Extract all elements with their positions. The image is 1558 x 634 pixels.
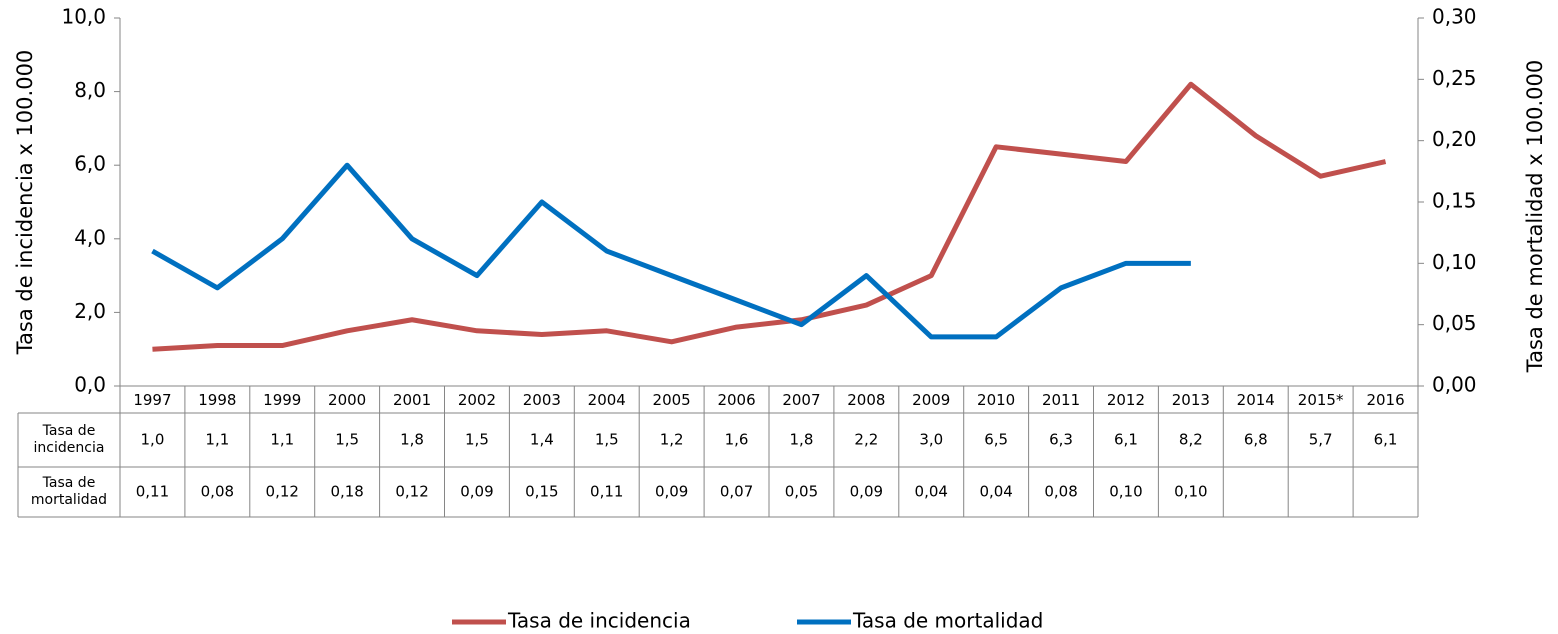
table-value: 0,08 — [1044, 483, 1077, 501]
legend-label: Tasa de incidencia — [507, 609, 691, 633]
table-value: 6,5 — [984, 431, 1008, 449]
table-value: 1,5 — [465, 431, 489, 449]
y-axis-label: Tasa de incidencia x 100.000 — [13, 50, 37, 356]
y2-tick-label: 0,05 — [1432, 311, 1477, 335]
x-tick-label: 2004 — [588, 391, 626, 409]
x-tick-label: 2000 — [328, 391, 366, 409]
y2-tick-label: 0,30 — [1432, 5, 1477, 29]
x-tick-label: 2011 — [1042, 391, 1080, 409]
x-tick-label: 2003 — [523, 391, 561, 409]
table-value: 1,5 — [595, 431, 619, 449]
x-tick-label: 1998 — [198, 391, 236, 409]
x-tick-label: 1997 — [133, 391, 171, 409]
y2-tick-label: 0,10 — [1432, 250, 1477, 274]
row-header-text: Tasa de mortalidad — [30, 475, 108, 508]
table-value: 0,12 — [266, 483, 299, 501]
table-value: 0,18 — [330, 483, 363, 501]
x-tick-label: 1999 — [263, 391, 301, 409]
table-value: 6,1 — [1374, 431, 1398, 449]
x-tick-label: 2008 — [847, 391, 885, 409]
x-tick-label: 2012 — [1107, 391, 1145, 409]
y-tick-label: 8,0 — [74, 78, 106, 102]
table-value: 6,8 — [1244, 431, 1268, 449]
table-value: 0,09 — [460, 483, 493, 501]
series-line — [152, 81, 1387, 352]
y2-tick-label: 0,15 — [1432, 189, 1477, 213]
x-tick-label: 2002 — [458, 391, 496, 409]
table-value: 5,7 — [1309, 431, 1333, 449]
table-value: 0,08 — [201, 483, 234, 501]
table-value: 1,0 — [141, 431, 165, 449]
series-line — [151, 162, 1191, 340]
table-value: 0,09 — [655, 483, 688, 501]
x-tick-label: 2015* — [1298, 391, 1344, 409]
x-tick-label: 2007 — [782, 391, 820, 409]
table-value: 1,8 — [400, 431, 424, 449]
table-value: 6,1 — [1114, 431, 1138, 449]
row-header: Tasa de mortalidad — [30, 475, 108, 508]
table-value: 1,1 — [205, 431, 229, 449]
y-tick-label: 0,0 — [74, 373, 106, 397]
table-value: 0,04 — [915, 483, 948, 501]
table-value: 8,2 — [1179, 431, 1203, 449]
y2-axis-label: Tasa de mortalidad x 100.000 — [1523, 60, 1547, 374]
table-value: 1,8 — [790, 431, 814, 449]
x-tick-label: 2014 — [1237, 391, 1275, 409]
y-tick-label: 4,0 — [74, 225, 106, 249]
table-value: 1,2 — [660, 431, 684, 449]
x-tick-label: 2001 — [393, 391, 431, 409]
x-tick-label: 2009 — [912, 391, 950, 409]
table-value: 1,4 — [530, 431, 554, 449]
y2-tick-label: 0,20 — [1432, 127, 1477, 151]
x-tick-label: 2006 — [717, 391, 755, 409]
table-value: 0,07 — [720, 483, 753, 501]
table-value: 1,6 — [725, 431, 749, 449]
y2-tick-label: 0,00 — [1432, 373, 1477, 397]
table-value: 1,5 — [335, 431, 359, 449]
table-value: 0,04 — [979, 483, 1012, 501]
y-tick-label: 6,0 — [74, 152, 106, 176]
row-header-text: Tasa de incidencia — [33, 423, 105, 456]
x-tick-label: 2005 — [653, 391, 691, 409]
row-header: Tasa de incidencia — [33, 423, 105, 456]
table-value: 2,2 — [854, 431, 878, 449]
x-tick-label: 2016 — [1366, 391, 1404, 409]
table-value: 3,0 — [919, 431, 943, 449]
table-value: 0,10 — [1109, 483, 1142, 501]
table-value: 0,09 — [850, 483, 883, 501]
table-value: 0,12 — [395, 483, 428, 501]
table-value: 0,05 — [785, 483, 818, 501]
table-value: 1,1 — [270, 431, 294, 449]
legend-label: Tasa de mortalidad — [852, 609, 1043, 633]
table-value: 0,11 — [590, 483, 623, 501]
table-value: 0,15 — [525, 483, 558, 501]
table-value: 6,3 — [1049, 431, 1073, 449]
y-tick-label: 2,0 — [74, 299, 106, 323]
table-value: 0,11 — [136, 483, 169, 501]
y2-tick-label: 0,25 — [1432, 66, 1477, 90]
table-value: 0,10 — [1174, 483, 1207, 501]
x-tick-label: 2013 — [1172, 391, 1210, 409]
x-tick-label: 2010 — [977, 391, 1015, 409]
y-tick-label: 10,0 — [61, 5, 106, 29]
